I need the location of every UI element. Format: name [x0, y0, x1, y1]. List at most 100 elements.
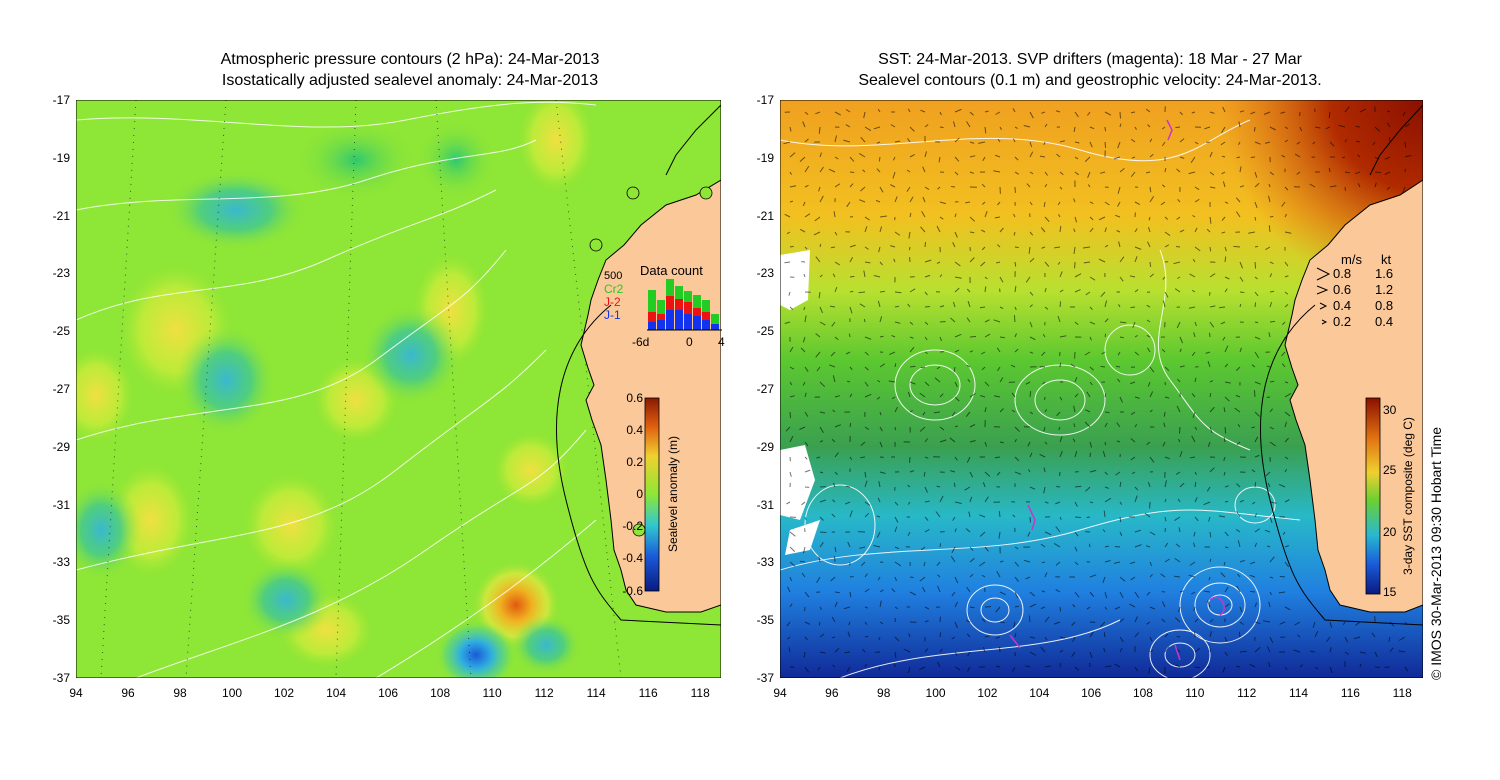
velocity-arrow: [1149, 186, 1152, 193]
velocity-arrow: [1209, 216, 1212, 224]
velocity-arrow: [1115, 365, 1121, 368]
velocity-arrow: [907, 108, 911, 113]
sla-tick-0.6: 0.6: [626, 391, 643, 405]
velocity-arrow: [1314, 666, 1319, 670]
velocity-arrow: [924, 486, 928, 493]
velocity-arrow: [1191, 435, 1196, 443]
velocity-arrow: [922, 166, 926, 173]
velocity-arrow: [832, 375, 836, 383]
velocity-arrow: [1175, 664, 1181, 668]
velocity-arrow: [1073, 198, 1076, 203]
velocity-arrow: [1101, 351, 1106, 355]
velocity-arrow: [879, 621, 884, 625]
velocity-arrow: [1027, 531, 1031, 537]
velocity-arrow: [1194, 426, 1198, 431]
velocity-arrow: [1086, 516, 1091, 518]
velocity-arrow: [1404, 666, 1409, 672]
left-lon-tick: 102: [274, 686, 295, 700]
velocity-arrow: [1014, 605, 1020, 608]
velocity-arrow: [832, 664, 836, 668]
right-lat-tick: -33: [756, 555, 774, 570]
velocity-arrow: [981, 366, 986, 371]
velocity-arrow: [1119, 618, 1125, 623]
velocity-arrow: [888, 380, 896, 383]
velocity-arrow: [1203, 590, 1211, 593]
velocity-arrow: [879, 363, 886, 368]
velocity-arrow: [1149, 561, 1153, 566]
left-lat-tick: -19: [52, 150, 70, 165]
velocity-arrow: [1041, 246, 1046, 249]
velocity-arrow: [1117, 186, 1121, 194]
velocity-arrow: [894, 305, 900, 308]
velocity-arrow: [1164, 291, 1169, 298]
velocity-arrow: [1284, 186, 1289, 191]
velocity-arrow: [1057, 261, 1061, 265]
velocity-arrow: [1164, 456, 1170, 460]
velocity-arrow: [1055, 110, 1061, 113]
velocity-arrow: [830, 351, 836, 357]
velocity-arrow: [889, 184, 896, 188]
velocity-arrow: [1146, 334, 1151, 338]
velocity-arrow: [849, 183, 854, 188]
velocity-arrow: [1130, 438, 1136, 443]
velocity-arrow: [819, 499, 826, 503]
velocity-arrow: [1029, 651, 1036, 656]
velocity-arrow: [936, 561, 941, 567]
velocity-arrow: [952, 242, 956, 248]
velocity-arrow: [969, 216, 976, 222]
speed-legend: m/s kt 0.8 1.6 0.6 1.2 0.4 0.8 0.2 0.4: [1316, 252, 1393, 329]
velocity-arrow: [803, 651, 806, 658]
velocity-arrow: [1389, 137, 1391, 143]
velocity-arrow: [1014, 261, 1017, 267]
velocity-arrow: [1134, 591, 1140, 599]
velocity-arrow: [1057, 201, 1061, 206]
velocity-arrow: [1250, 156, 1256, 158]
velocity-arrow: [1149, 649, 1154, 653]
velocity-arrow: [1235, 394, 1241, 398]
sla-tick-neg0.2: -0.2: [622, 519, 643, 533]
velocity-arrow: [921, 211, 926, 218]
velocity-arrow: [953, 482, 956, 488]
velocity-arrow: [1084, 351, 1091, 356]
velocity-arrow: [1119, 501, 1123, 505]
velocity-arrow: [849, 275, 855, 278]
velocity-arrow: [1239, 303, 1242, 308]
velocity-arrow: [789, 245, 794, 248]
velocity-arrow: [1104, 393, 1107, 398]
velocity-arrow: [1119, 256, 1125, 263]
velocity-arrow: [1234, 407, 1241, 413]
velocity-arrow: [893, 258, 896, 263]
velocity-arrow: [1074, 289, 1081, 293]
velocity-arrow: [1203, 501, 1211, 506]
sealevel-anomaly-map[interactable]: [76, 100, 721, 678]
velocity-arrow: [849, 456, 853, 460]
velocity-arrow: [819, 274, 823, 278]
velocity-arrow: [954, 333, 962, 338]
velocity-arrow: [1235, 211, 1241, 218]
velocity-arrow: [864, 261, 871, 264]
velocity-arrow: [1104, 333, 1107, 338]
velocity-arrow: [1267, 482, 1271, 488]
data-count-xtick-4: 4: [718, 335, 725, 349]
velocity-arrow: [924, 381, 930, 387]
velocity-arrow: [1178, 527, 1181, 533]
velocity-arrow: [1014, 285, 1017, 293]
geostrophic-velocity-arrows: [783, 106, 1412, 674]
velocity-arrow: [879, 426, 883, 432]
sst-map[interactable]: [780, 100, 1423, 678]
velocity-arrow: [920, 226, 926, 233]
velocity-arrow: [1374, 182, 1377, 188]
velocity-arrow: [1374, 171, 1382, 174]
velocity-arrow: [1104, 126, 1106, 132]
velocity-arrow: [1074, 216, 1078, 223]
velocity-arrow: [1044, 572, 1048, 578]
velocity-arrow: [1011, 392, 1016, 398]
velocity-arrow: [818, 186, 821, 192]
velocity-arrow: [1176, 635, 1181, 638]
speed-row1-kt: 1.6: [1375, 266, 1393, 281]
velocity-arrow: [939, 201, 947, 205]
velocity-arrow: [831, 616, 836, 623]
velocity-arrow: [1269, 636, 1274, 644]
velocity-arrow: [1134, 396, 1140, 399]
velocity-arrow: [1089, 441, 1093, 448]
